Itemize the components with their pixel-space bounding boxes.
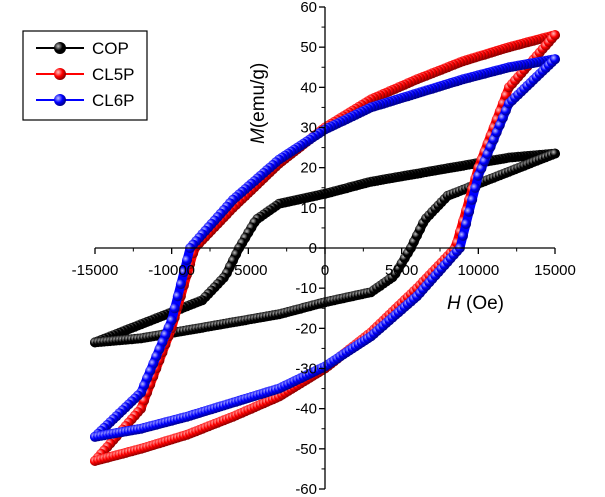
x-tick-label: 15000: [534, 262, 576, 279]
x-tick-label: -5000: [229, 262, 267, 279]
data-point: [464, 206, 475, 217]
legend-entry-cop: COP: [36, 39, 129, 58]
data-point: [550, 30, 560, 41]
y-tick-label: -10: [295, 280, 317, 297]
y-tick-label: 10: [300, 200, 317, 217]
data-point: [550, 148, 560, 159]
x-tick-label: -15000: [72, 262, 119, 279]
legend-marker: [54, 68, 66, 80]
y-tick-label: -40: [295, 401, 317, 418]
y-tick-label: 40: [300, 79, 317, 96]
y-tick-label: -30: [295, 361, 317, 378]
data-point: [172, 291, 183, 302]
y-tick-label: 50: [300, 39, 317, 56]
legend-marker: [54, 94, 66, 106]
cl6p-descending-branch-markers: [90, 54, 560, 442]
data-point: [550, 54, 560, 65]
y-tick-label: -50: [295, 441, 317, 458]
data-point: [175, 279, 186, 290]
data-point: [467, 194, 478, 205]
y-tick-label: 0: [309, 240, 317, 257]
x-tick-label: 10000: [457, 262, 499, 279]
x-axis-title: H (Oe): [447, 293, 504, 314]
y-axis-title-unit: (emu/g): [248, 63, 269, 128]
data-point: [182, 255, 192, 266]
cop-ascending-branch-markers: [90, 148, 560, 348]
data-point: [461, 218, 472, 229]
y-axis-title: M(emu/g): [248, 63, 269, 144]
x-tick-label: 0: [321, 262, 329, 279]
axes-layer: -15000 -10000 -5000 0 5000 10000 15000 -60 -50 -4…: [72, 0, 576, 497]
legend-box: [22, 30, 148, 121]
data-point: [169, 303, 180, 314]
y-axis-title-italic: M: [248, 128, 269, 144]
legend-entry-cl6p: CL6P: [36, 91, 135, 110]
x-axis-title-unit: (Oe): [461, 293, 504, 314]
legend-marker: [54, 42, 66, 54]
y-tick-label: 30: [300, 120, 317, 137]
x-tick-label: 5000: [385, 262, 418, 279]
data-point: [458, 230, 468, 241]
y-tick-label: -60: [295, 481, 317, 497]
legend: COP CL5P CL6P: [22, 30, 148, 121]
legend-entry-cl5p: CL5P: [36, 65, 135, 84]
cl6p-ascending-branch-markers: [90, 54, 560, 442]
x-axis-title-italic: H: [447, 293, 461, 314]
data-point: [178, 267, 189, 278]
data-point: [470, 182, 481, 193]
y-tick-label: 20: [300, 160, 317, 177]
legend-label: CL5P: [92, 65, 135, 84]
legend-label: CL6P: [92, 91, 135, 110]
y-tick-label: -20: [295, 320, 317, 337]
legend-label: COP: [92, 39, 129, 58]
x-tick-label: -10000: [148, 262, 195, 279]
y-tick-label: 60: [300, 0, 317, 16]
